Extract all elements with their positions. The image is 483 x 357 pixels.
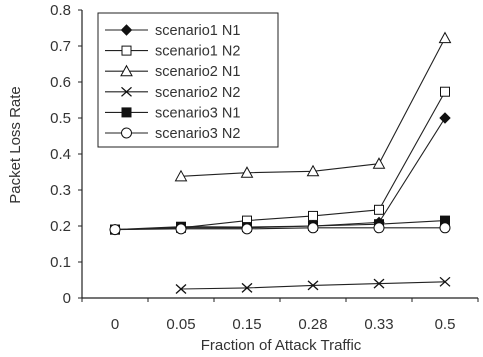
legend-label: scenario3 N1 — [155, 105, 240, 121]
y-axis-ticks: 0 0.1 0.2 0.3 0.4 0.5 0.6 0.7 0.8 — [50, 2, 82, 307]
y-axis-label: Packet Loss Rate — [7, 86, 24, 204]
y-tick-label: 0.5 — [50, 110, 71, 127]
legend-swatch-marker — [121, 127, 132, 139]
legend-swatch-marker — [120, 24, 133, 36]
x-tick-label: 0.28 — [298, 316, 327, 333]
x-tick-label: 0.5 — [435, 316, 456, 333]
legend-item: scenario3 N1 — [105, 105, 240, 121]
y-tick-label: 0.4 — [50, 146, 71, 163]
data-point — [174, 169, 188, 182]
series-scenario2-n2 — [175, 276, 451, 294]
data-point — [306, 164, 320, 177]
legend-label: scenario1 N1 — [155, 23, 240, 39]
x-tick-label: 0.05 — [166, 316, 195, 333]
y-tick-label: 0.2 — [50, 218, 71, 235]
data-point — [175, 284, 187, 294]
legend-item: scenario1 N2 — [105, 44, 240, 60]
data-point — [109, 224, 121, 236]
legend-swatch-marker — [121, 86, 132, 97]
data-point — [374, 204, 384, 215]
legend-item: scenario2 N2 — [105, 85, 240, 101]
legend-label: scenario3 N2 — [155, 126, 240, 142]
x-marker-stroke — [121, 86, 132, 97]
y-tick-label: 0.6 — [50, 74, 71, 91]
x-marker-stroke — [241, 282, 253, 293]
y-tick-label: 0.7 — [50, 38, 71, 55]
x-tick-label: 0 — [111, 316, 119, 333]
legend-swatch-marker — [120, 64, 133, 77]
y-tick-label: 0 — [63, 290, 71, 307]
data-point — [241, 282, 253, 293]
x-marker-stroke — [175, 284, 187, 294]
data-point — [439, 276, 451, 287]
legend-label: scenario1 N2 — [155, 44, 240, 60]
x-tick-label: 0.15 — [232, 316, 261, 333]
legend-label: scenario2 N1 — [155, 64, 240, 80]
data-point — [240, 166, 254, 178]
x-marker-stroke — [439, 276, 451, 287]
legend-swatch-marker — [121, 107, 132, 118]
legend-label: scenario2 N2 — [155, 85, 240, 101]
x-axis-ticks: 0 0.05 0.15 0.28 0.33 0.5 — [81, 298, 479, 333]
series-line — [114, 227, 445, 231]
legend-box — [97, 12, 279, 148]
data-point — [372, 157, 386, 169]
legend-item: scenario2 N1 — [105, 64, 240, 80]
series-line — [114, 91, 446, 231]
series-line — [114, 220, 446, 231]
data-point — [439, 222, 451, 234]
y-tick-label: 0.3 — [50, 182, 71, 199]
data-point — [175, 223, 187, 235]
data-point — [307, 222, 319, 234]
series-layer — [109, 31, 452, 294]
x-tick-label: 0.33 — [364, 316, 393, 333]
y-tick-label: 0.8 — [50, 2, 71, 19]
data-point — [438, 31, 452, 44]
legend-swatch-marker — [121, 45, 132, 56]
data-point — [440, 86, 450, 97]
data-point — [307, 280, 319, 291]
x-marker-stroke — [373, 278, 385, 289]
series-scenario2-n1 — [174, 31, 452, 182]
series-scenario3-n2 — [109, 222, 451, 236]
y-tick-label: 0.1 — [50, 254, 71, 271]
legend: scenario1 N1 scenario1 N2 scenario2 N1 scen… — [97, 12, 279, 148]
data-point — [241, 223, 253, 235]
x-marker-stroke — [307, 280, 319, 291]
data-point — [373, 222, 385, 234]
legend-item: scenario1 N1 — [105, 23, 240, 39]
data-point — [308, 210, 318, 221]
data-point — [373, 278, 385, 289]
legend-item: scenario3 N2 — [105, 126, 240, 142]
x-axis-label: Fraction of Attack Traffic — [201, 337, 362, 354]
data-point — [439, 112, 451, 124]
